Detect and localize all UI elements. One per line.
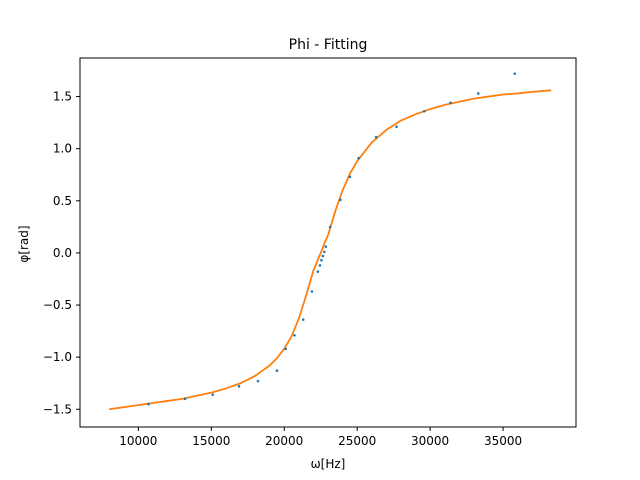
data-point — [513, 72, 517, 75]
data-point — [320, 258, 323, 262]
data-point — [147, 402, 150, 406]
x-tick-label: 25000 — [338, 434, 376, 448]
x-tick-label: 20000 — [265, 434, 303, 448]
x-axis: 10000 15000 20000 25000 30000 35000 — [119, 427, 522, 448]
data-point — [449, 101, 452, 105]
data-point — [211, 393, 215, 396]
fit-curve — [109, 89, 552, 411]
y-tick-label: 1.0 — [53, 142, 72, 156]
data-point — [339, 198, 342, 202]
data-point — [374, 135, 378, 139]
x-axis-label: ω[Hz] — [311, 457, 346, 471]
data-point — [301, 318, 305, 321]
data-point — [256, 379, 260, 383]
data-point — [476, 92, 480, 95]
data-point — [275, 369, 279, 373]
x-tick-label: 10000 — [119, 434, 157, 448]
series-layer — [109, 72, 552, 411]
data-point — [310, 290, 314, 293]
x-tick-label: 30000 — [411, 434, 449, 448]
data-point — [328, 225, 332, 229]
data-point — [316, 270, 320, 273]
data-point — [237, 385, 241, 388]
y-axis-label: φ[rad] — [17, 225, 31, 262]
y-tick-label: −0.5 — [43, 298, 72, 312]
y-axis: −1.5 −1.0 −0.5 0.0 0.5 1.0 1.5 — [43, 90, 80, 416]
x-tick-label: 35000 — [484, 434, 522, 448]
y-tick-label: 0.0 — [53, 246, 72, 260]
y-tick-label: −1.0 — [43, 350, 72, 364]
data-point — [183, 397, 187, 401]
data-point — [395, 125, 398, 129]
chart-title: Phi - Fitting — [289, 37, 368, 53]
y-tick-label: −1.5 — [43, 402, 72, 416]
data-point — [284, 347, 287, 351]
data-point — [318, 264, 322, 267]
axes-frame — [79, 57, 577, 428]
data-point — [357, 156, 360, 160]
x-tick-label: 15000 — [192, 434, 230, 448]
data-point — [293, 333, 296, 337]
data-point — [324, 245, 328, 248]
data-point — [348, 175, 352, 179]
data-point — [321, 254, 325, 258]
data-point — [422, 109, 426, 113]
y-tick-label: 1.5 — [53, 90, 72, 104]
y-tick-label: 0.5 — [53, 194, 72, 208]
data-point — [323, 250, 326, 254]
